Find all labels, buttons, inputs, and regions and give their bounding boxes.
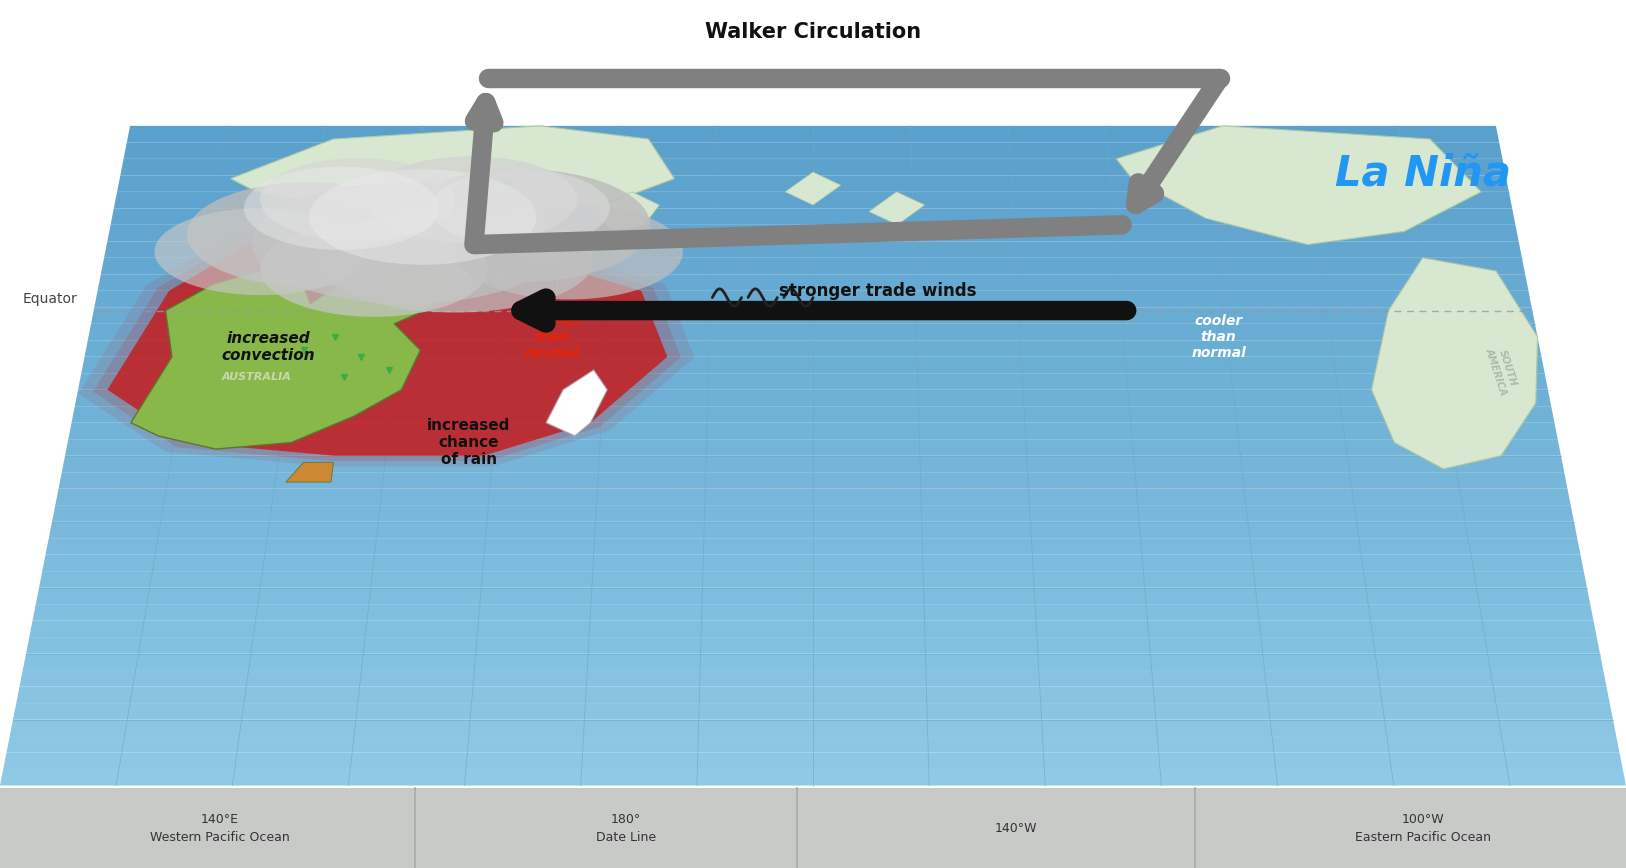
Ellipse shape xyxy=(260,158,455,241)
Polygon shape xyxy=(286,463,333,482)
Ellipse shape xyxy=(317,208,593,312)
Polygon shape xyxy=(107,225,1519,241)
Polygon shape xyxy=(231,126,675,218)
Text: AUSTRALIA: AUSTRALIA xyxy=(221,372,291,382)
Bar xyxy=(0,788,1626,868)
Polygon shape xyxy=(85,340,1541,357)
Polygon shape xyxy=(62,456,1564,472)
Polygon shape xyxy=(36,588,1590,604)
Ellipse shape xyxy=(260,221,488,317)
Polygon shape xyxy=(10,720,1616,736)
Polygon shape xyxy=(72,406,1554,423)
Polygon shape xyxy=(88,324,1538,340)
Polygon shape xyxy=(94,291,1532,307)
Text: increased
chance
of rain: increased chance of rain xyxy=(428,418,511,467)
Polygon shape xyxy=(589,192,659,232)
Polygon shape xyxy=(546,370,606,436)
Ellipse shape xyxy=(252,182,561,304)
Polygon shape xyxy=(26,637,1600,654)
Ellipse shape xyxy=(551,265,563,277)
Polygon shape xyxy=(75,390,1551,406)
Ellipse shape xyxy=(485,212,496,224)
Ellipse shape xyxy=(540,219,551,231)
Polygon shape xyxy=(130,258,455,449)
Polygon shape xyxy=(120,159,1506,175)
Polygon shape xyxy=(78,227,694,466)
Ellipse shape xyxy=(309,169,537,265)
Polygon shape xyxy=(68,423,1558,439)
Ellipse shape xyxy=(494,272,506,284)
Ellipse shape xyxy=(514,193,525,205)
Polygon shape xyxy=(23,654,1603,670)
Polygon shape xyxy=(1117,126,1481,245)
Polygon shape xyxy=(7,736,1619,753)
Ellipse shape xyxy=(366,156,577,243)
Polygon shape xyxy=(65,439,1561,456)
Polygon shape xyxy=(46,538,1580,555)
Polygon shape xyxy=(42,555,1584,571)
Ellipse shape xyxy=(390,169,650,282)
Polygon shape xyxy=(20,670,1606,687)
Text: 140°E
Western Pacific Ocean: 140°E Western Pacific Ocean xyxy=(150,813,289,845)
Ellipse shape xyxy=(187,182,431,286)
Polygon shape xyxy=(49,522,1577,538)
Polygon shape xyxy=(1372,258,1538,469)
Text: warmer
than
normal: warmer than normal xyxy=(522,313,582,360)
Polygon shape xyxy=(107,238,667,456)
Text: SOUTH
AMERICA: SOUTH AMERICA xyxy=(1483,343,1520,397)
Polygon shape xyxy=(785,172,841,205)
Ellipse shape xyxy=(244,167,439,250)
Text: 100°W
Eastern Pacific Ocean: 100°W Eastern Pacific Ocean xyxy=(1354,813,1491,845)
Polygon shape xyxy=(59,472,1567,489)
Polygon shape xyxy=(101,258,1525,274)
Polygon shape xyxy=(3,753,1623,769)
Polygon shape xyxy=(124,142,1502,159)
Ellipse shape xyxy=(525,239,537,251)
Ellipse shape xyxy=(502,179,514,191)
Polygon shape xyxy=(868,192,925,225)
Polygon shape xyxy=(91,307,1535,324)
Polygon shape xyxy=(117,175,1509,192)
Text: Equator: Equator xyxy=(23,293,78,306)
Text: Walker Circulation: Walker Circulation xyxy=(706,22,920,42)
Polygon shape xyxy=(81,357,1545,373)
Polygon shape xyxy=(104,241,1522,258)
Polygon shape xyxy=(98,274,1528,291)
Polygon shape xyxy=(0,769,1626,786)
Polygon shape xyxy=(55,489,1571,505)
Ellipse shape xyxy=(467,252,478,264)
Ellipse shape xyxy=(431,169,610,247)
Ellipse shape xyxy=(154,208,366,295)
Polygon shape xyxy=(52,505,1574,522)
Text: 180°
Date Line: 180° Date Line xyxy=(597,813,655,845)
Text: 140°W: 140°W xyxy=(995,823,1037,835)
Text: cooler
than
normal: cooler than normal xyxy=(1192,313,1246,360)
Polygon shape xyxy=(33,604,1593,621)
Polygon shape xyxy=(29,621,1597,637)
Text: stronger trade winds: stronger trade winds xyxy=(779,282,977,300)
Polygon shape xyxy=(93,233,681,461)
Polygon shape xyxy=(114,192,1512,208)
Ellipse shape xyxy=(455,204,683,299)
Text: La Niña: La Niña xyxy=(1335,153,1511,194)
Polygon shape xyxy=(39,571,1587,588)
Polygon shape xyxy=(13,703,1613,720)
Ellipse shape xyxy=(455,226,467,238)
Polygon shape xyxy=(78,373,1548,390)
Polygon shape xyxy=(127,126,1499,142)
Polygon shape xyxy=(16,687,1610,703)
Text: increased
convection: increased convection xyxy=(221,331,315,364)
Polygon shape xyxy=(111,208,1515,225)
